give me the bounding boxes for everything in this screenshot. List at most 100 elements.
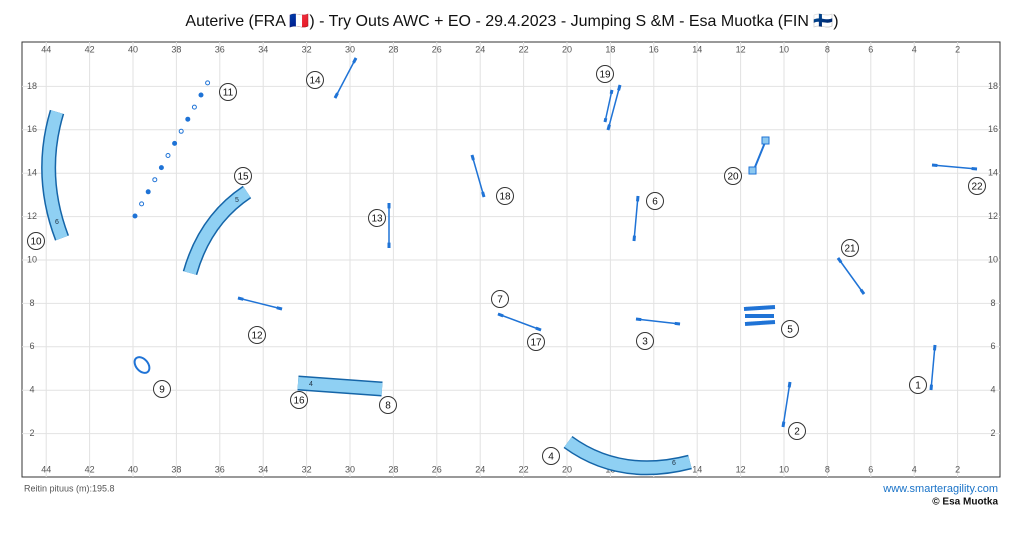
obstacle-number: 19	[599, 70, 611, 81]
jump-wing	[536, 328, 541, 330]
jump-wing	[619, 85, 620, 90]
obstacle-number: 2	[794, 427, 800, 438]
jump-wing	[783, 422, 784, 427]
jump-wing	[472, 155, 473, 160]
y-tick-label: 18	[988, 81, 998, 91]
obstacle-number: 20	[727, 172, 739, 183]
site-link[interactable]: www.smarteragility.com	[882, 483, 998, 495]
obstacle-number: 21	[844, 244, 856, 255]
x-tick-label: 4	[912, 464, 917, 474]
y-tick-label: 16	[988, 124, 998, 134]
weave-pole	[159, 166, 163, 170]
obstacle-number: 15	[237, 172, 249, 183]
x-tick-label: 36	[215, 464, 225, 474]
x-tick-label: 24	[475, 464, 485, 474]
x-tick-label: 40	[128, 464, 138, 474]
y-tick-label: 14	[27, 168, 37, 178]
y-tick-label: 2	[29, 428, 34, 438]
x-tick-label: 34	[258, 44, 268, 54]
obstacle-number: 10	[30, 237, 42, 248]
x-tick-label: 26	[432, 464, 442, 474]
x-tick-label: 42	[85, 44, 95, 54]
weave-pole	[166, 154, 170, 158]
course-length: Reitin pituus (m):195.8	[24, 483, 115, 493]
weave-pole	[206, 81, 210, 85]
x-tick-label: 18	[605, 44, 615, 54]
jump-wing	[611, 90, 612, 94]
y-tick-label: 10	[988, 254, 998, 264]
x-tick-label: 22	[519, 44, 529, 54]
x-tick-label: 40	[128, 44, 138, 54]
obstacle-number: 9	[159, 385, 165, 396]
x-tick-label: 10	[779, 44, 789, 54]
long-jump-plank	[744, 307, 775, 309]
x-tick-label: 16	[649, 44, 659, 54]
y-tick-label: 14	[988, 168, 998, 178]
obstacle-number: 6	[652, 197, 658, 208]
x-tick-label: 42	[85, 464, 95, 474]
x-tick-label: 34	[258, 464, 268, 474]
x-tick-label: 4	[912, 44, 917, 54]
x-tick-label: 6	[868, 44, 873, 54]
x-tick-label: 14	[692, 464, 702, 474]
obstacle-number: 12	[251, 331, 263, 342]
jump-wing	[789, 382, 790, 387]
weave-pole	[173, 141, 177, 145]
weave-pole	[153, 178, 157, 182]
obstacle-number: 13	[371, 214, 383, 225]
y-tick-label: 8	[29, 298, 34, 308]
x-tick-label: 26	[432, 44, 442, 54]
seesaw-end	[762, 137, 769, 144]
x-tick-label: 44	[41, 44, 51, 54]
tunnel-mark: 4	[309, 381, 313, 388]
x-tick-label: 28	[388, 464, 398, 474]
x-tick-label: 8	[825, 464, 830, 474]
obstacle-number: 5	[787, 325, 793, 336]
obstacle-number: 11	[223, 88, 234, 99]
title: Auterive (FRA 🇫🇷) - Try Outs AWC + EO - …	[185, 12, 838, 30]
x-tick-label: 8	[825, 44, 830, 54]
jump-wing	[498, 314, 503, 316]
x-tick-label: 6	[868, 464, 873, 474]
y-tick-label: 18	[27, 81, 37, 91]
obstacle-number: 4	[548, 452, 554, 463]
weave-pole	[146, 190, 150, 194]
copyright: © Esa Muotka	[932, 497, 998, 508]
obstacle-number: 3	[642, 337, 648, 348]
y-tick-label: 4	[990, 385, 995, 395]
x-tick-label: 20	[562, 464, 572, 474]
obstacle-number: 1	[915, 381, 921, 392]
x-tick-label: 12	[736, 44, 746, 54]
jump-wing	[483, 192, 484, 197]
x-tick-label: 20	[562, 44, 572, 54]
weave-pole	[140, 202, 144, 206]
y-tick-label: 6	[990, 341, 995, 351]
x-tick-label: 10	[779, 464, 789, 474]
x-tick-label: 36	[215, 44, 225, 54]
obstacle-number: 17	[530, 338, 542, 349]
weave-pole	[192, 105, 196, 109]
obstacle-number: 18	[499, 192, 511, 203]
y-tick-label: 12	[988, 211, 998, 221]
tunnel-mark: 6	[55, 219, 59, 226]
obstacle-number: 7	[497, 295, 503, 306]
x-tick-label: 30	[345, 44, 355, 54]
y-tick-label: 16	[27, 124, 37, 134]
jump-wing	[238, 298, 243, 299]
y-tick-label: 6	[29, 341, 34, 351]
y-tick-label: 10	[27, 254, 37, 264]
jump-wing	[277, 308, 282, 309]
jump-wing	[605, 118, 606, 122]
obstacle-number: 22	[971, 182, 983, 193]
jump-wing	[608, 125, 609, 130]
y-tick-label: 12	[27, 211, 37, 221]
seesaw-end	[749, 167, 756, 174]
x-tick-label: 32	[302, 44, 312, 54]
x-tick-label: 2	[955, 44, 960, 54]
weave-pole	[186, 117, 190, 121]
x-tick-label: 28	[388, 44, 398, 54]
weave-pole	[199, 93, 203, 97]
obstacle-number: 8	[385, 401, 391, 412]
x-tick-label: 14	[692, 44, 702, 54]
